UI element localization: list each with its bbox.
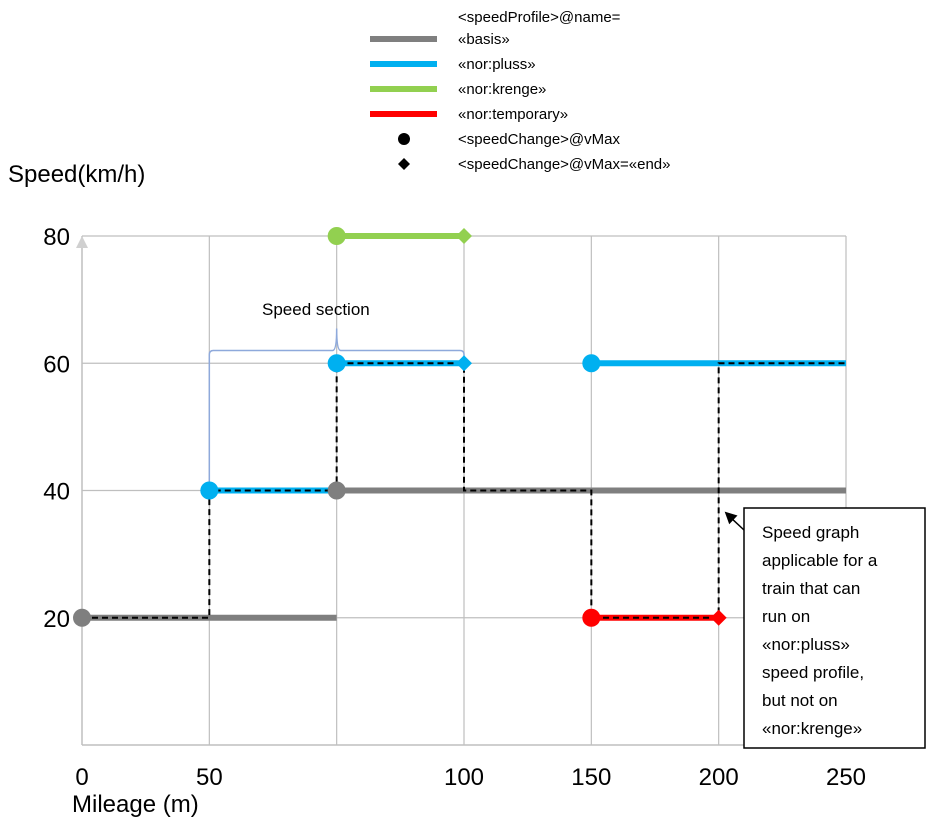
callout-box [743,507,926,749]
speed-section-bracket [208,328,465,491]
speed-graph [82,362,846,619]
legend-label: «nor:pluss» [458,56,536,73]
callout-line: but not on [762,691,838,710]
legend-marker-diamond [398,158,410,170]
callout-line: Speed graph [762,523,859,542]
data-point-diamond [456,355,472,372]
x-tick-label: 250 [826,764,866,791]
data-point-circle [582,608,601,627]
callout-line: «nor:pluss» [762,635,850,654]
callout-line: «nor:krenge» [762,719,862,738]
callout-line: run on [762,607,810,626]
y-tick-label: 60 [43,351,70,378]
speed-graph-line [82,362,846,619]
legend-label: «nor:temporary» [458,106,568,123]
speed-section-label: Speed section [262,300,370,319]
legend-label: «basis» [458,31,510,48]
y-axis-title: Speed(km/h) [8,161,145,188]
y-axis-arrow [76,236,88,248]
x-axis-title: Mileage (m) [72,791,199,818]
speed-graph-callout: Speed graph applicable for a train that ca… [724,507,926,749]
callout-line: train that can [762,579,860,598]
callout-text: Speed graph applicable for a train that ca… [762,523,878,738]
legend-marker-circle [398,133,410,145]
callout-arrow [724,511,745,531]
legend-header: <speedProfile>@name= [458,9,621,26]
callout-line: applicable for a [762,551,878,570]
data-point-diamond [710,609,727,626]
x-tick-label: 100 [444,764,484,791]
x-tick-label: 50 [196,764,223,791]
data-point-circle [73,608,91,627]
legend: <speedProfile>@name= «basis»«nor:pluss»«… [370,9,670,173]
callout-arrow-head [724,511,738,525]
axes [76,236,846,746]
x-tick-label: 200 [699,764,739,791]
legend-entries: «basis» «nor:pluss» «nor:krenge» «nor:tempo… [370,31,670,173]
data-point-circle [327,227,346,245]
y-tick-label: 20 [43,606,70,633]
y-tick-label: 40 [43,479,70,506]
legend-label: «nor:krenge» [458,81,546,98]
legend-label: <speedChange>@vMax=«end» [458,156,670,173]
y-tick-label: 80 [43,224,70,251]
data-point-circle [327,354,346,373]
data-point-diamond [456,228,472,244]
x-tick-label: 150 [571,764,611,791]
data-point-circle [582,354,601,373]
data-point-circle [327,481,346,500]
legend-label: <speedChange>@vMax [458,131,620,148]
tick-labels: 0 50 100 150 200 250 20 40 60 80 [43,224,866,791]
data-point-circle [200,481,219,500]
callout-line: speed profile, [762,663,864,682]
markers-layer [73,227,727,627]
x-tick-label: 0 [75,764,88,791]
bracket-path [208,328,465,491]
